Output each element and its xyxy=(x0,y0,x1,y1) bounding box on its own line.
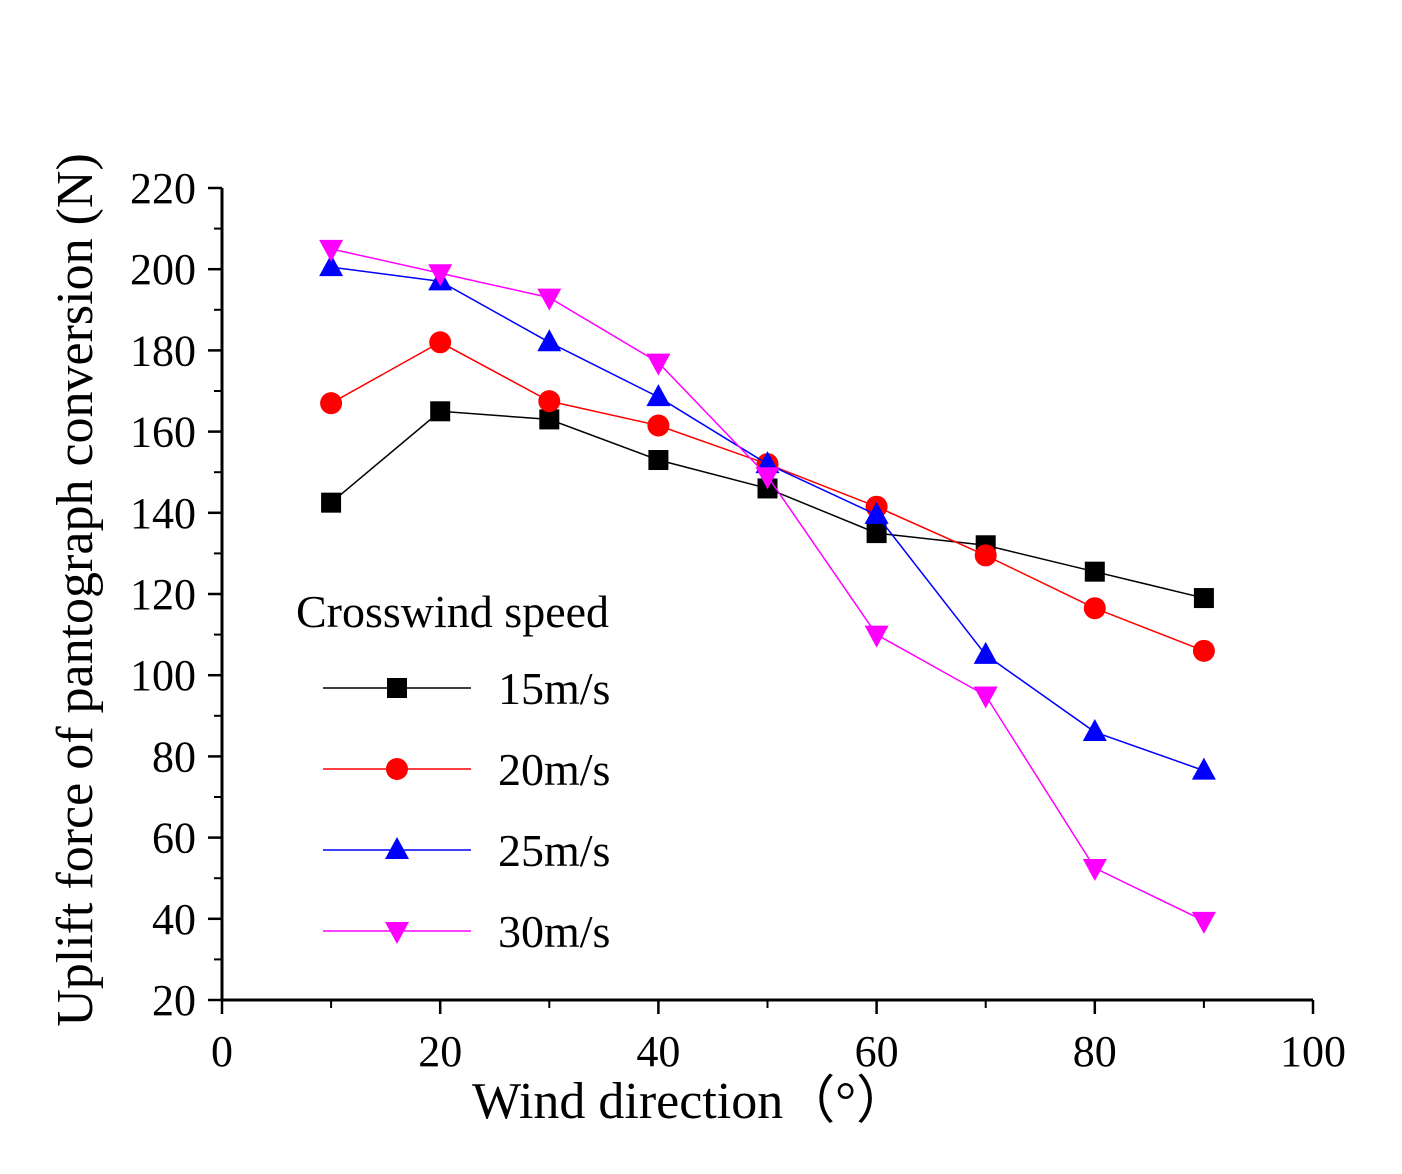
legend-label: 15m/s xyxy=(498,663,610,714)
x-tick-label: 100 xyxy=(1280,1027,1346,1076)
data-point xyxy=(538,390,561,413)
x-tick-label: 40 xyxy=(636,1027,680,1076)
x-tick-label: 60 xyxy=(855,1027,899,1076)
legend-marker xyxy=(386,758,408,780)
y-tick-label: 220 xyxy=(130,164,196,213)
data-point xyxy=(537,288,562,311)
y-tick-label: 200 xyxy=(130,245,196,294)
data-point xyxy=(864,625,889,648)
data-point xyxy=(319,254,344,277)
data-point xyxy=(973,686,998,709)
series-30m/s xyxy=(319,239,1216,934)
data-point xyxy=(755,467,780,490)
data-point xyxy=(1193,588,1214,609)
data-point xyxy=(864,501,889,524)
legend-title: Crosswind speed xyxy=(296,586,609,637)
series-line xyxy=(330,248,1205,922)
legend-label: 20m/s xyxy=(498,744,610,795)
data-point xyxy=(647,414,670,437)
y-tick-label: 20 xyxy=(152,976,196,1025)
data-point xyxy=(646,353,671,376)
data-point xyxy=(1191,757,1216,780)
legend-entry: 30m/s xyxy=(323,906,610,957)
legend-label: 30m/s xyxy=(498,906,610,957)
data-point xyxy=(319,239,344,262)
legend-marker xyxy=(387,678,407,698)
y-tick-label: 40 xyxy=(152,895,196,944)
legend-entry: 20m/s xyxy=(323,744,610,795)
data-point xyxy=(430,401,451,422)
plot-area xyxy=(319,239,1216,934)
axes: 20 40 60 80 100 120 140 160 180 200 220 0 20 40 60 80 10… xyxy=(130,164,1346,1076)
data-point xyxy=(974,544,997,567)
x-tick-label: 80 xyxy=(1073,1027,1117,1076)
legend-marker xyxy=(385,922,409,944)
y-tick-label: 60 xyxy=(152,814,196,863)
data-point xyxy=(1083,597,1106,620)
series-25m/s xyxy=(319,254,1216,780)
data-point xyxy=(648,450,669,471)
data-point xyxy=(1082,859,1107,882)
data-point xyxy=(320,392,343,415)
y-tick-label: 120 xyxy=(130,570,196,619)
data-point xyxy=(428,264,453,287)
data-point xyxy=(537,329,562,352)
legend-entry: 15m/s xyxy=(323,663,610,714)
data-point xyxy=(646,384,671,407)
legend-label: 25m/s xyxy=(498,825,610,876)
x-tick-label: 20 xyxy=(418,1027,462,1076)
y-axis-label: Uplift force of pantograph conversion (N… xyxy=(47,153,104,1027)
y-tick-label: 80 xyxy=(152,732,196,781)
series-15m/s xyxy=(321,401,1214,609)
data-point xyxy=(429,331,452,354)
legend: Crosswind speed 15m/s 20m/s 25m/s 30m/s xyxy=(296,586,610,957)
data-point xyxy=(321,492,342,513)
data-point xyxy=(866,523,887,544)
series-line xyxy=(330,410,1205,599)
data-point xyxy=(973,641,998,664)
y-tick-label: 160 xyxy=(130,408,196,457)
x-tick-label: 0 xyxy=(211,1027,233,1076)
series-line xyxy=(331,266,1205,772)
y-tick-label: 180 xyxy=(130,326,196,375)
data-point xyxy=(1192,639,1215,662)
y-tick-label: 140 xyxy=(130,489,196,538)
x-axis-label: Wind direction（°） xyxy=(472,1073,908,1130)
data-point xyxy=(1084,561,1105,582)
data-point xyxy=(1191,911,1216,934)
data-point xyxy=(539,409,560,430)
data-point xyxy=(1082,719,1107,742)
y-tick-label: 100 xyxy=(130,651,196,700)
legend-marker xyxy=(385,837,409,859)
legend-entry: 25m/s xyxy=(323,825,610,876)
